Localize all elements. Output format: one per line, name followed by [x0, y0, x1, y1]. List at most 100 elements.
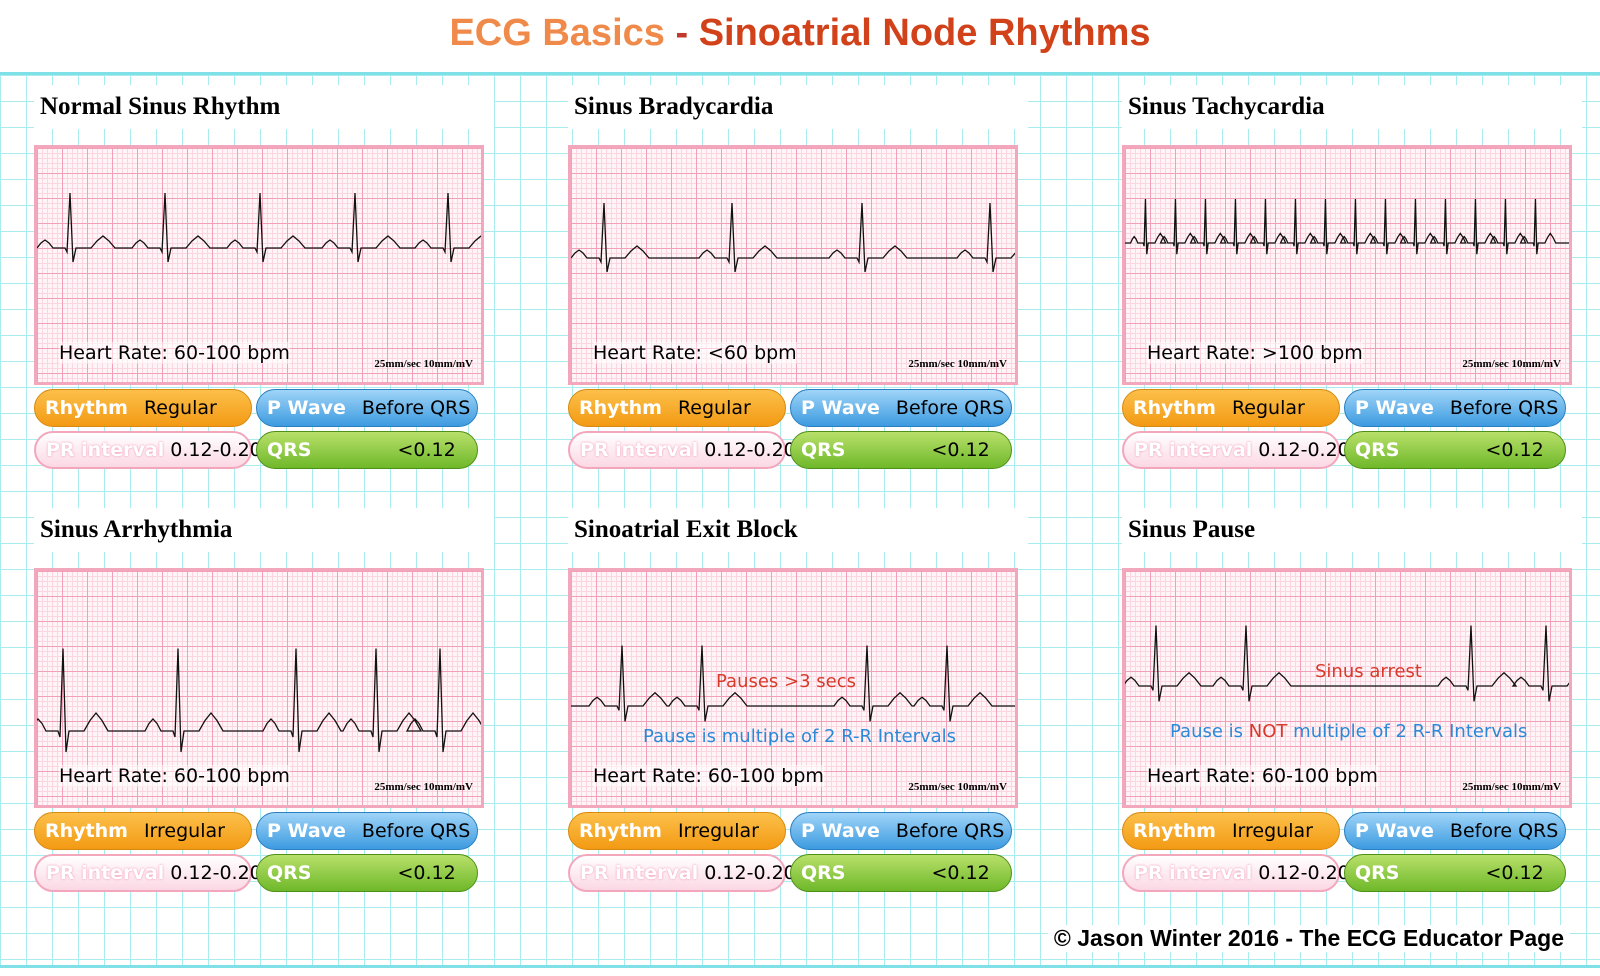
criteria-label: PR interval [46, 439, 165, 461]
heart-rate: Heart Rate: >100 bpm [1147, 342, 1363, 364]
criteria-pill: Rhythm Regular [34, 389, 252, 427]
criteria: Rhythm Regular P Wave Before QRS PR interval… [1122, 389, 1582, 469]
panel-title: Sinoatrial Exit Block [568, 508, 1028, 552]
rhythm-panel: Sinus Tachycardia Heart Rate: >100 bpm 25m… [1122, 85, 1582, 469]
criteria-value: 0.12-0.20s [1258, 439, 1360, 461]
criteria-pill: PR interval 0.12-0.20s [568, 431, 806, 469]
ecg-strip: Heart Rate: >100 bpm 25mm/sec 10mm/mV [1122, 145, 1572, 385]
paper-settings: 25mm/sec 10mm/mV [374, 358, 473, 370]
criteria: Rhythm Regular P Wave Before QRS PR interval… [568, 389, 1028, 469]
criteria-value: 0.12-0.20s [704, 439, 806, 461]
ecg-strip: Pauses >3 secs Pause is multiple of 2 R-R… [568, 568, 1018, 808]
criteria: Rhythm Irregular P Wave Before QRS PR interv… [34, 812, 494, 892]
criteria-pill: P Wave Before QRS [1344, 812, 1566, 850]
criteria-value: Regular [1231, 397, 1305, 419]
paper-speed: 25mm/sec [374, 781, 421, 793]
ecg-strip: Heart Rate: 60-100 bpm 25mm/sec 10mm/mV [34, 568, 484, 808]
criteria-value: 0.12-0.20s [170, 439, 272, 461]
criteria-label: Rhythm [579, 397, 662, 419]
heart-rate: Heart Rate: 60-100 bpm [593, 765, 824, 787]
rhythm-panel: Sinus Bradycardia Heart Rate: <60 bpm 25mm… [568, 85, 1028, 469]
paper-settings: 25mm/sec 10mm/mV [1462, 358, 1561, 370]
criteria-label: QRS [1355, 862, 1400, 884]
criteria-label: P Wave [267, 820, 346, 842]
criteria-label: PR interval [46, 862, 165, 884]
criteria-pill: QRS <0.12 [1344, 854, 1566, 892]
panel-title: Sinus Bradycardia [568, 85, 1028, 129]
criteria-pill: QRS <0.12 [790, 854, 1012, 892]
ecg-trace-area [571, 645, 1015, 722]
criteria-pill: Rhythm Regular [568, 389, 786, 427]
paper-speed: 25mm/sec [1462, 781, 1509, 793]
heart-rate: Heart Rate: <60 bpm [593, 342, 797, 364]
heart-rate: Heart Rate: 60-100 bpm [1147, 765, 1378, 787]
panel-title: Sinus Arrhythmia [34, 508, 494, 552]
note-part: NOT [1248, 721, 1288, 742]
criteria-pill: QRS <0.12 [256, 854, 478, 892]
paper-speed: 25mm/sec [908, 358, 955, 370]
rhythm-panel: Sinus Arrhythmia Heart Rate: 60-100 bpm 25… [34, 508, 494, 892]
criteria: Rhythm Irregular P Wave Before QRS PR interv… [568, 812, 1028, 892]
criteria-value: Irregular [1231, 820, 1313, 842]
criteria-label: QRS [267, 862, 312, 884]
ecg-trace [37, 648, 481, 753]
paper-settings: 25mm/sec 10mm/mV [908, 781, 1007, 793]
criteria-value: Before QRS [895, 820, 1005, 842]
criteria-pill: PR interval 0.12-0.20s [1122, 431, 1360, 469]
paper-speed: 25mm/sec [374, 358, 421, 370]
criteria-value: Before QRS [361, 820, 471, 842]
ecg-trace [1125, 625, 1569, 702]
panel-title: Sinus Pause [1122, 508, 1582, 552]
criteria-label: P Wave [267, 397, 346, 419]
footer: © Jason Winter 2016 - The ECG Educator P… [1047, 925, 1570, 952]
criteria-value: <0.12 [397, 439, 456, 461]
paper-gain: 10mm/mV [957, 781, 1008, 793]
paper-gain: 10mm/mV [1511, 358, 1562, 370]
criteria: Rhythm Regular P Wave Before QRS PR interval… [34, 389, 494, 469]
criteria-label: PR interval [1134, 439, 1253, 461]
rhythm-panel: Normal Sinus Rhythm Heart Rate: 60-100 bp… [34, 85, 494, 469]
criteria-label: QRS [267, 439, 312, 461]
criteria-pill: PR interval 0.12-0.20s [568, 854, 806, 892]
ecg-trace-area [37, 192, 481, 263]
criteria-label: Rhythm [579, 820, 662, 842]
annotation: Pauses >3 secs [716, 671, 857, 692]
heart-rate: Heart Rate: 60-100 bpm [59, 342, 290, 364]
title-sub: Sinoatrial Node Rhythms [698, 12, 1151, 54]
criteria-label: Rhythm [1133, 820, 1216, 842]
criteria-pill: QRS <0.12 [1344, 431, 1566, 469]
criteria-pill: Rhythm Irregular [34, 812, 252, 850]
criteria-label: P Wave [1355, 820, 1434, 842]
criteria-pill: Rhythm Irregular [1122, 812, 1340, 850]
paper-settings: 25mm/sec 10mm/mV [1462, 781, 1561, 793]
criteria-value: Irregular [677, 820, 759, 842]
heart-rate: Heart Rate: 60-100 bpm [59, 765, 290, 787]
criteria: Rhythm Irregular P Wave Before QRS PR interv… [1122, 812, 1582, 892]
criteria-pill: QRS <0.12 [790, 431, 1012, 469]
criteria-pill: P Wave Before QRS [256, 812, 478, 850]
rhythm-panel: Sinus Pause Sinus arrest Pause is NOT mult… [1122, 508, 1582, 892]
ecg-trace [571, 202, 1015, 273]
criteria-pill: P Wave Before QRS [790, 812, 1012, 850]
criteria-label: QRS [801, 439, 846, 461]
panel-title: Normal Sinus Rhythm [34, 85, 494, 129]
criteria-value: <0.12 [931, 862, 990, 884]
criteria-value: <0.12 [1485, 439, 1544, 461]
note-part: Pause is multiple of 2 R-R Intervals [643, 726, 957, 747]
note: Pause is NOT multiple of 2 R-R Intervals [1170, 721, 1527, 742]
ecg-trace-area [1125, 625, 1569, 702]
paper-settings: 25mm/sec 10mm/mV [908, 358, 1007, 370]
panel-title: Sinus Tachycardia [1122, 85, 1582, 129]
note-part: Pause is [1170, 721, 1244, 742]
criteria-pill: QRS <0.12 [256, 431, 478, 469]
criteria-label: P Wave [801, 820, 880, 842]
rhythm-panel: Sinoatrial Exit Block Pauses >3 secs Pause… [568, 508, 1028, 892]
criteria-value: Before QRS [1449, 820, 1559, 842]
criteria-pill: P Wave Before QRS [1344, 389, 1566, 427]
criteria-value: <0.12 [397, 862, 456, 884]
criteria-value: Before QRS [895, 397, 1005, 419]
criteria-label: QRS [801, 862, 846, 884]
note: Pause is multiple of 2 R-R Intervals [643, 726, 956, 747]
ecg-strip: Sinus arrest Pause is NOT multiple of 2 R… [1122, 568, 1572, 808]
criteria-pill: Rhythm Irregular [568, 812, 786, 850]
